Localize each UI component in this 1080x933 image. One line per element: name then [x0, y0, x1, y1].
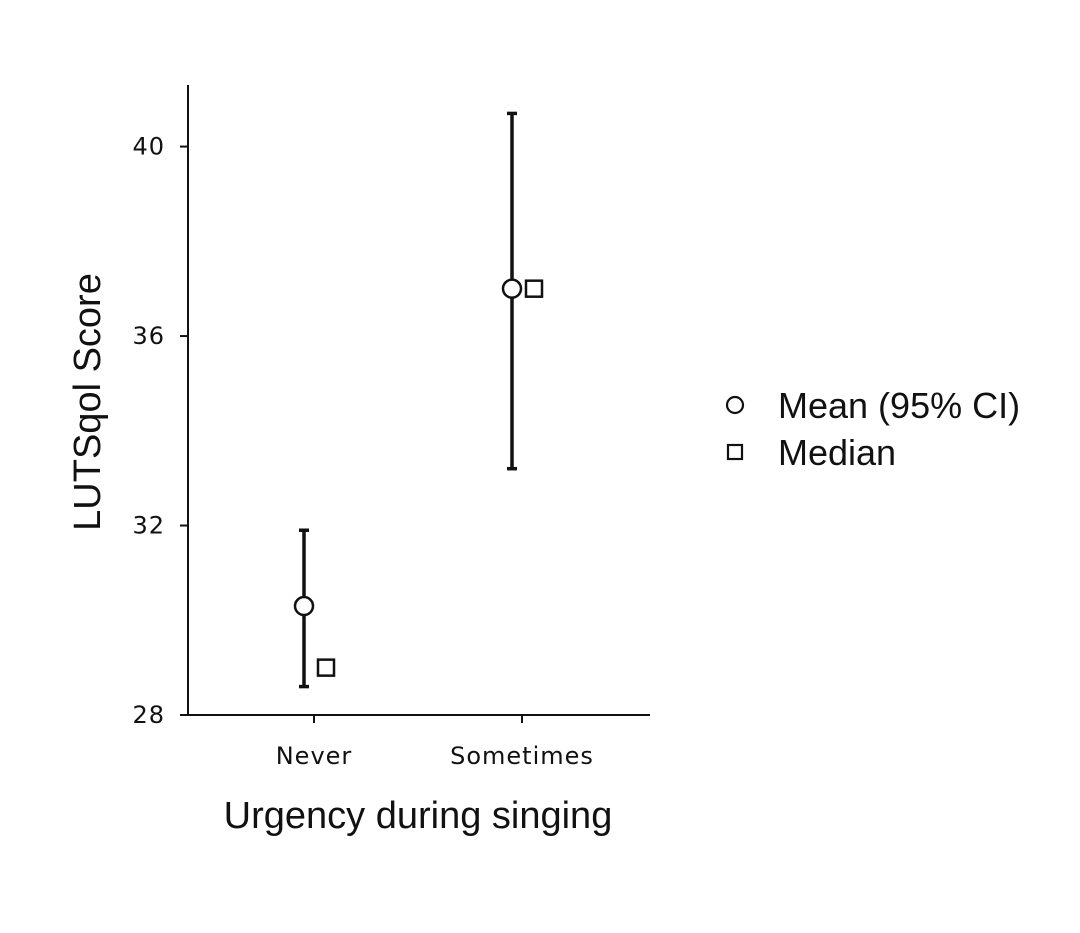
- median-point: [316, 658, 336, 677]
- legend-square-marker: [726, 443, 744, 461]
- x-tick-label: Never: [276, 742, 353, 770]
- mean-point: [501, 278, 523, 299]
- y-ticks: 28 32 36 40: [132, 133, 188, 729]
- x-ticks: Never Sometimes: [276, 715, 594, 770]
- legend: Mean (95% CI) Median: [725, 385, 1020, 473]
- data-marks: [293, 111, 544, 689]
- y-tick-label: 32: [132, 512, 165, 540]
- y-tick-label: 28: [132, 701, 165, 729]
- y-tick-label: 40: [132, 133, 165, 161]
- legend-circle-marker: [725, 395, 745, 415]
- legend-entry-label: Mean (95% CI): [778, 385, 1020, 426]
- median-point: [524, 279, 544, 298]
- x-tick-label: Sometimes: [450, 742, 594, 770]
- mean-point: [293, 595, 315, 617]
- legend-entry-label: Median: [778, 432, 896, 473]
- y-axis-title: LUTSqol Score: [67, 273, 109, 531]
- axes: [180, 85, 650, 716]
- y-tick-label: 36: [132, 322, 165, 350]
- x-axis-title: Urgency during singing: [224, 795, 613, 837]
